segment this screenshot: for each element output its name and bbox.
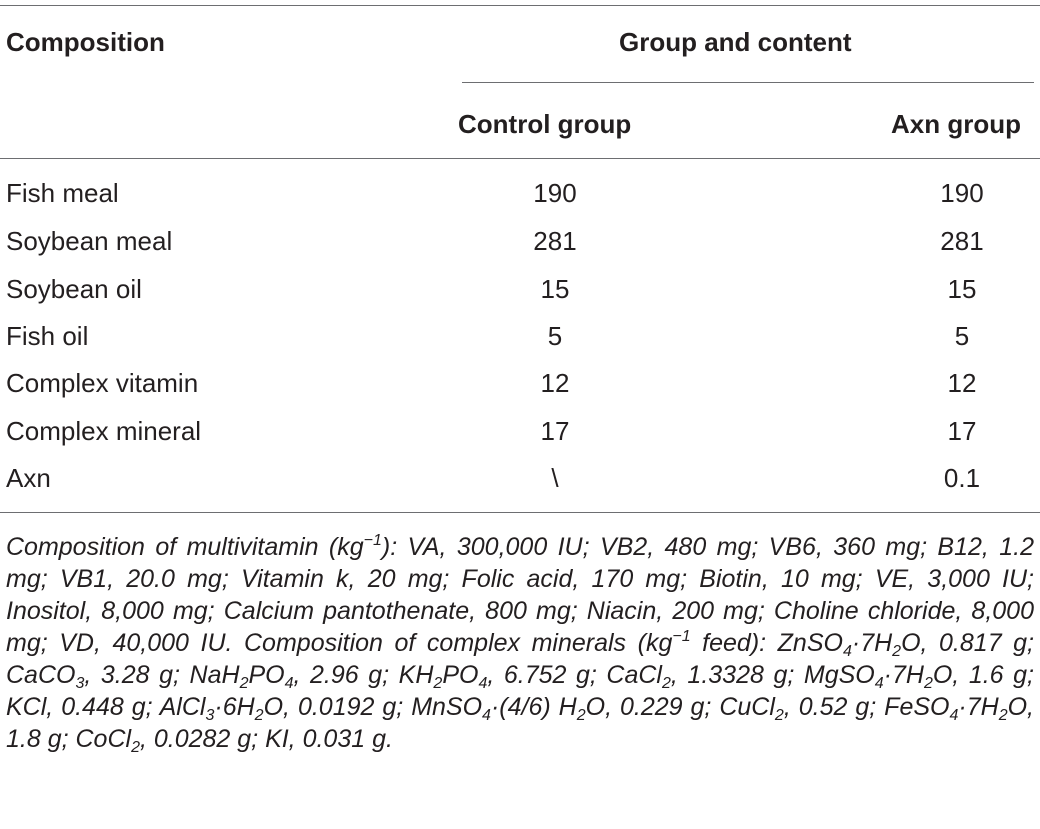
row-axn-value: 5 (954, 321, 970, 351)
header-axn-group: Axn group (891, 109, 1021, 139)
header-group-and-content: Group and content (619, 27, 852, 57)
row-control-value: \ (551, 463, 559, 493)
row-composition: Axn (6, 463, 51, 493)
row-control-value: 12 (540, 368, 570, 398)
group-header-rule (462, 82, 1034, 83)
row-control-value: 281 (533, 226, 577, 256)
table-top-rule (0, 5, 1040, 6)
row-composition: Complex vitamin (6, 368, 199, 398)
header-control-group: Control group (458, 109, 632, 139)
row-axn-value: 17 (947, 416, 977, 446)
row-control-value: 17 (540, 416, 570, 446)
row-composition: Soybean meal (6, 226, 173, 256)
header-composition: Composition (6, 27, 165, 57)
header-bottom-rule (0, 158, 1040, 159)
table-bottom-rule (0, 512, 1040, 513)
row-control-value: 15 (540, 274, 570, 304)
row-axn-value: 0.1 (943, 463, 981, 493)
row-control-value: 190 (533, 178, 577, 208)
row-control-value: 5 (547, 321, 563, 351)
row-axn-value: 281 (940, 226, 984, 256)
table-footnote: Composition of multivitamin (kg−1): VA, … (6, 532, 1035, 756)
row-composition: Fish meal (6, 178, 119, 208)
row-axn-value: 190 (940, 178, 984, 208)
row-axn-value: 15 (947, 274, 977, 304)
row-composition: Soybean oil (6, 274, 142, 304)
row-axn-value: 12 (947, 368, 977, 398)
row-composition: Fish oil (6, 321, 89, 351)
row-composition: Complex mineral (6, 416, 202, 446)
